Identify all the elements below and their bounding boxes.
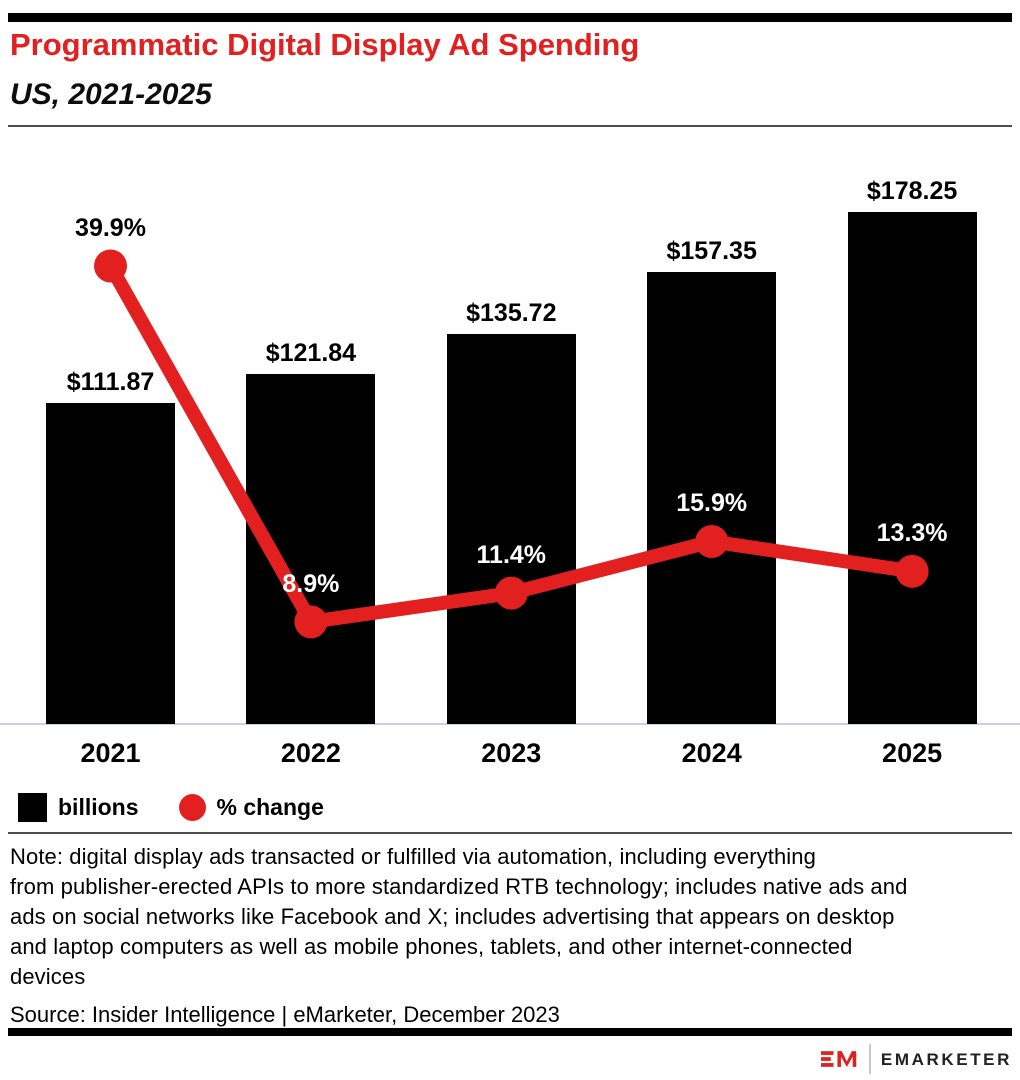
chart-subtitle: US, 2021-2025 xyxy=(10,78,212,111)
bottom-accent-bar xyxy=(8,1028,1012,1036)
pct-change-label: 11.4% xyxy=(476,541,547,570)
chart-legend: billions % change xyxy=(18,791,324,823)
x-axis-label-2022: 2022 xyxy=(280,738,341,768)
data-point-2022 xyxy=(294,605,328,639)
pct-change-label: 15.9% xyxy=(676,489,748,518)
bar-2024 xyxy=(647,272,777,724)
bar-value-label: $178.25 xyxy=(866,177,958,206)
x-axis-label-2021: 2021 xyxy=(80,738,141,768)
bar-2023 xyxy=(446,334,576,724)
footer-divider xyxy=(868,1044,871,1074)
bar-value-label: $121.84 xyxy=(265,339,357,368)
bar-2025 xyxy=(847,212,977,724)
x-axis-label-2023: 2023 xyxy=(481,738,542,768)
data-point-2023 xyxy=(494,576,528,610)
top-accent-bar xyxy=(8,13,1012,22)
line-series-swatch-icon xyxy=(178,793,206,821)
data-point-2024 xyxy=(695,524,729,558)
x-axis-baseline xyxy=(0,723,1020,725)
legend-item-pct-change: % change xyxy=(178,793,324,821)
header-divider xyxy=(8,125,1012,127)
legend-item-billions: billions xyxy=(18,792,139,822)
bar-series-swatch-icon xyxy=(18,792,47,822)
x-axis-label-2025: 2025 xyxy=(882,738,943,768)
pct-change-label: 8.9% xyxy=(282,569,340,598)
data-point-2021 xyxy=(94,249,127,283)
footer: EMARKETER xyxy=(0,1042,1012,1076)
emarketer-logo-icon xyxy=(820,1051,857,1067)
brand-name: EMARKETER xyxy=(880,1050,1012,1069)
x-axis-label-2024: 2024 xyxy=(681,738,742,768)
pct-change-label: 39.9% xyxy=(75,213,146,242)
chart-title: Programmatic Digital Display Ad Spending xyxy=(10,27,640,62)
legend-label: % change xyxy=(216,793,324,820)
pct-change-label: 13.3% xyxy=(876,519,948,548)
data-point-2025 xyxy=(895,554,929,588)
note-divider xyxy=(8,832,1012,834)
bar-value-label: $135.72 xyxy=(466,299,557,328)
legend-label: billions xyxy=(58,793,139,820)
chart-note: Note: digital display ads transacted or … xyxy=(10,844,908,989)
bar-value-label: $111.87 xyxy=(66,367,155,396)
pct-change-line-series xyxy=(94,249,929,639)
bar-value-label: $157.35 xyxy=(666,237,757,266)
bar-2021 xyxy=(46,402,175,724)
chart-source: Source: Insider Intelligence | eMarketer… xyxy=(10,1002,560,1027)
